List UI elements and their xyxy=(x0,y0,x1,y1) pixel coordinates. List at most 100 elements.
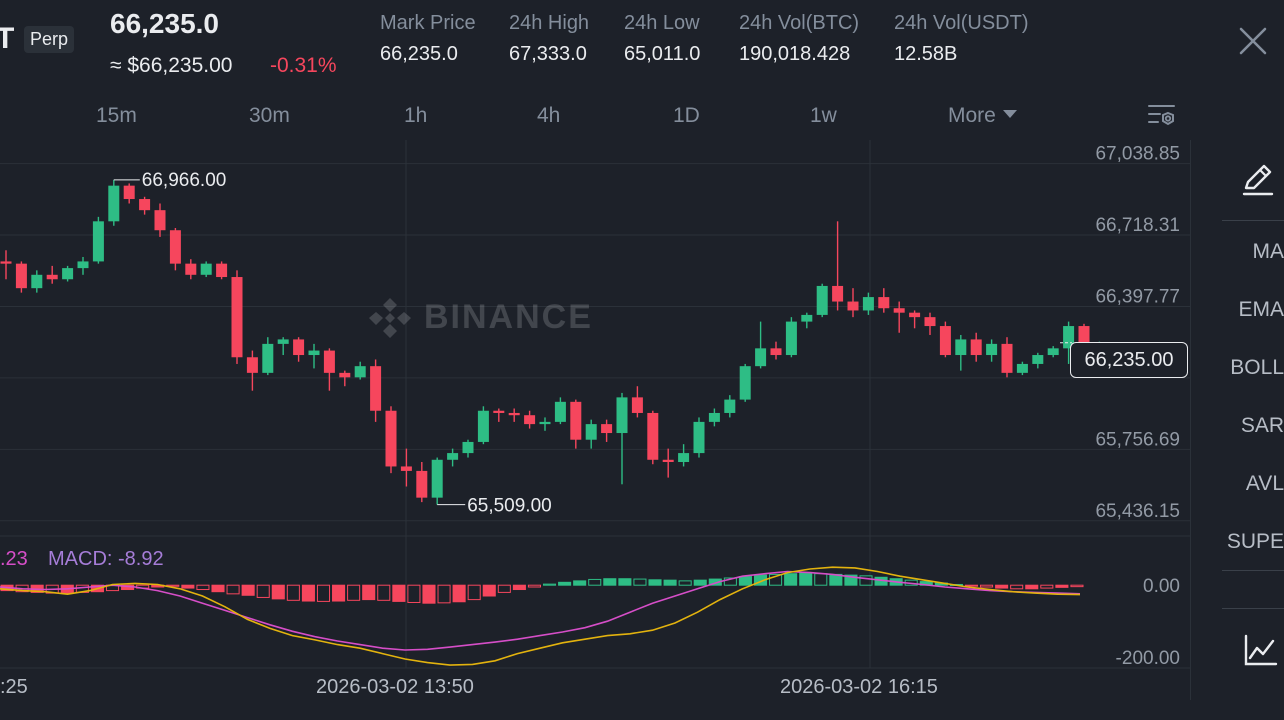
indicator-boll[interactable]: BOLL xyxy=(1230,356,1284,379)
indicator-supertrend[interactable]: SUPE xyxy=(1226,530,1284,553)
tab-1w[interactable]: 1w xyxy=(810,104,837,127)
candle-body xyxy=(801,314,813,322)
candle-body xyxy=(123,185,135,200)
candle-body xyxy=(0,261,12,264)
macd-histogram-bar xyxy=(452,584,466,603)
candle-body xyxy=(62,268,74,280)
candle-body xyxy=(493,410,505,413)
macd-histogram-bar xyxy=(1025,584,1039,590)
tab-4h[interactable]: 4h xyxy=(537,104,561,127)
macd-histogram-bar xyxy=(181,584,195,589)
candle-body xyxy=(1078,326,1090,347)
indicator-avl[interactable]: AVL xyxy=(1245,472,1284,495)
macd-histogram-bar xyxy=(603,578,617,586)
candle-body xyxy=(293,339,305,356)
stat-value: 12.58B xyxy=(894,43,958,65)
candle-body xyxy=(508,412,520,416)
candle-body xyxy=(708,412,720,422)
macd-histogram-bar xyxy=(316,584,331,602)
candle-body xyxy=(616,397,628,434)
candle-body xyxy=(1001,343,1013,373)
tab-1h[interactable]: 1h xyxy=(404,104,428,127)
price-axis-label: 67,038.85 xyxy=(1095,144,1180,165)
macd-histogram-bar xyxy=(588,578,602,586)
macd-histogram-bar xyxy=(753,574,768,586)
macd-histogram-bar xyxy=(377,584,391,601)
macd-histogram-bar xyxy=(256,584,270,598)
candle-body xyxy=(755,348,767,367)
indicator-ema[interactable]: EMA xyxy=(1238,298,1284,321)
macd-histogram-bar xyxy=(527,584,541,588)
tab-15m[interactable]: 15m xyxy=(96,104,137,127)
candle-body xyxy=(339,372,351,378)
macd-histogram-bar xyxy=(573,580,587,586)
close-button[interactable] xyxy=(1234,22,1272,60)
macd-histogram-bar xyxy=(211,584,225,593)
candle-body xyxy=(1016,363,1028,373)
candle-body xyxy=(647,412,659,460)
candle-body xyxy=(416,470,428,498)
macd-dif-line xyxy=(0,566,1081,666)
indicator-sar[interactable]: SAR xyxy=(1240,414,1284,437)
candle-body xyxy=(678,453,690,462)
binance-watermark: BINANCE xyxy=(366,296,626,340)
chart-type-button[interactable] xyxy=(1240,630,1280,670)
candle-body xyxy=(447,453,459,460)
macd-histogram-bar xyxy=(482,584,496,597)
price-axis-label: 66,718.31 xyxy=(1095,215,1180,236)
price-change-percent: -0.31% xyxy=(270,54,337,77)
low-annotation: 65,509.00 xyxy=(467,496,552,517)
candle-body xyxy=(1063,326,1075,349)
stat-label: 24h High xyxy=(509,12,590,34)
macd-histogram-bar xyxy=(723,577,737,586)
high-annotation: 66,966.00 xyxy=(142,170,227,191)
price-axis-label: 65,436.15 xyxy=(1095,501,1180,522)
macd-histogram-bar xyxy=(814,573,828,586)
candle-body xyxy=(323,350,335,373)
candle-body xyxy=(431,459,443,498)
macd-histogram-bar xyxy=(497,584,511,593)
caret-down-icon xyxy=(1002,110,1017,118)
watermark-text: BINANCE xyxy=(424,298,593,336)
candle-body xyxy=(524,415,536,425)
candle-body xyxy=(108,185,120,222)
price-chart[interactable]: 67,038.8566,718.3166,397.7766,077.2365,7… xyxy=(0,140,1190,720)
indicator-ma[interactable]: MA xyxy=(1252,240,1284,263)
macd-histogram-bar xyxy=(226,584,240,595)
tab-1d[interactable]: 1D xyxy=(673,104,700,127)
candle-body xyxy=(400,466,412,471)
macd-histogram-bar xyxy=(964,584,979,587)
macd-histogram-bar xyxy=(1070,584,1084,588)
macd-histogram-bar xyxy=(784,573,798,586)
macd-histogram-bar xyxy=(467,584,481,601)
macd-histogram-bar xyxy=(392,584,406,602)
candle-body xyxy=(585,424,597,440)
candle-body xyxy=(662,459,674,462)
stat-mark-price: Mark Price 66,235.0 xyxy=(380,12,476,66)
macd-histogram-bar xyxy=(980,584,994,588)
candle-body xyxy=(785,321,797,356)
candle-body xyxy=(847,301,859,311)
candle-body xyxy=(370,366,382,411)
candle-body xyxy=(169,230,181,264)
candle-body xyxy=(554,401,566,422)
candle-body xyxy=(277,339,289,344)
macd-histogram-bar xyxy=(708,578,722,586)
candle-body xyxy=(385,410,397,467)
candle-body xyxy=(308,350,320,356)
binance-logo-icon xyxy=(369,298,411,338)
candle-body xyxy=(216,263,228,278)
tab-more[interactable]: More xyxy=(948,104,1017,128)
chart-settings-button[interactable] xyxy=(1146,100,1180,132)
candle-body xyxy=(354,366,366,378)
candle-body xyxy=(154,210,166,231)
tab-30m[interactable]: 30m xyxy=(249,104,290,127)
stat-label: 24h Low xyxy=(624,12,700,34)
candle-body xyxy=(986,343,998,356)
draw-tool-button[interactable] xyxy=(1238,160,1278,200)
macd-histogram-bar xyxy=(543,583,557,586)
candle-body xyxy=(955,339,967,356)
macd-histogram-bar xyxy=(512,584,526,591)
toolbar-separator xyxy=(1222,220,1284,221)
price-axis-label: 65,756.69 xyxy=(1095,429,1180,450)
